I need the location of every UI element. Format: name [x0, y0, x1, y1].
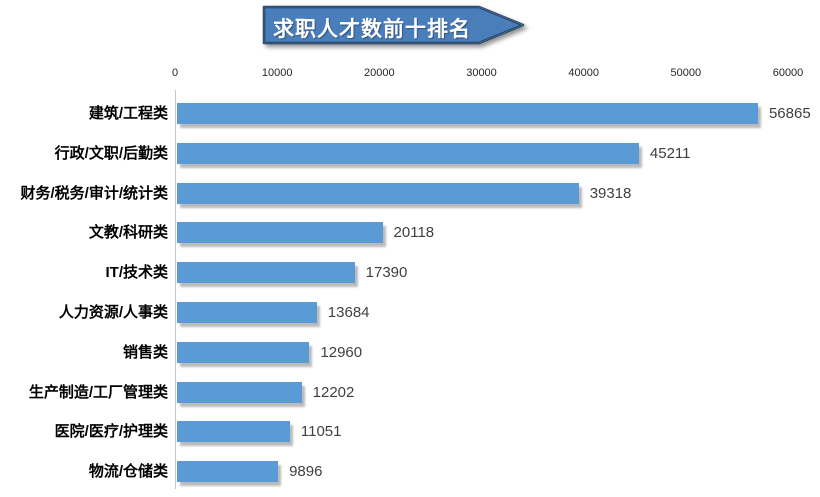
bar	[177, 341, 310, 363]
bar	[177, 302, 317, 323]
bar	[177, 381, 302, 403]
category-label: 行政/文职/后勤类	[54, 144, 168, 162]
bar	[177, 222, 383, 244]
x-tick-label: 30000	[466, 67, 497, 79]
value-label: 56865	[768, 105, 811, 122]
category-label: IT/技术类	[105, 264, 169, 282]
chart-row: 行政/文职/后勤类 45211	[0, 130, 820, 170]
category-label: 财务/税务/审计/统计类	[20, 184, 168, 202]
category-label: 医院/医疗/护理类	[54, 423, 168, 441]
bar-rows: 建筑/工程类 56865 行政/文职/后勤类 45211 财务/税务/审计/统计类 393…	[0, 90, 820, 490]
chart-row: 人力资源/人事类 13684	[0, 289, 820, 329]
x-tick-label: 10000	[261, 67, 293, 79]
category-label: 建筑/工程类	[88, 105, 168, 122]
x-tick-label: 50000	[670, 67, 702, 79]
x-tick-label: 20000	[364, 67, 395, 79]
value-label: 13684	[327, 304, 370, 321]
bar	[177, 142, 639, 164]
category-label: 物流/仓储类	[88, 463, 168, 481]
value-label: 12960	[320, 343, 363, 361]
category-label: 销售类	[122, 343, 168, 361]
value-label: 12202	[312, 383, 355, 401]
bar	[177, 103, 758, 124]
value-label: 20118	[393, 224, 435, 242]
bar	[177, 461, 279, 483]
chart-row: 医院/医疗/护理类 11051	[0, 408, 820, 448]
x-axis-tick-labels: 0 10000 20000 30000 40000 50000 60000	[0, 67, 820, 81]
category-label: 人力资源/人事类	[58, 304, 168, 321]
bar	[177, 262, 355, 284]
x-tick-label: 0	[171, 67, 179, 79]
bar	[177, 421, 290, 443]
chart-row: 文教/科研类 20118	[0, 209, 820, 249]
chart-row: IT/技术类 17390	[0, 249, 820, 289]
x-tick-label: 60000	[772, 67, 804, 79]
chart-row: 销售类 12960	[0, 329, 820, 369]
bar	[177, 182, 579, 204]
value-label: 39318	[589, 184, 632, 202]
chart-row: 生产制造/工厂管理类 12202	[0, 369, 820, 409]
category-label: 文教/科研类	[88, 224, 168, 242]
chart-row: 财务/税务/审计/统计类 39318	[0, 170, 820, 210]
title-banner: 求职人才数前十排名	[262, 3, 532, 53]
chart-row: 建筑/工程类 56865	[0, 90, 820, 130]
chart-title: 求职人才数前十排名	[273, 17, 471, 41]
value-label: 9896	[289, 463, 323, 481]
chart-row: 物流/仓储类 9896	[0, 448, 820, 488]
category-axis-line	[175, 90, 176, 489]
value-label: 11051	[300, 423, 342, 441]
banner-arrow-shape	[262, 5, 525, 45]
value-label: 17390	[365, 264, 408, 282]
value-label: 45211	[649, 144, 691, 162]
x-tick-label: 40000	[568, 67, 599, 79]
category-label: 生产制造/工厂管理类	[28, 383, 168, 401]
